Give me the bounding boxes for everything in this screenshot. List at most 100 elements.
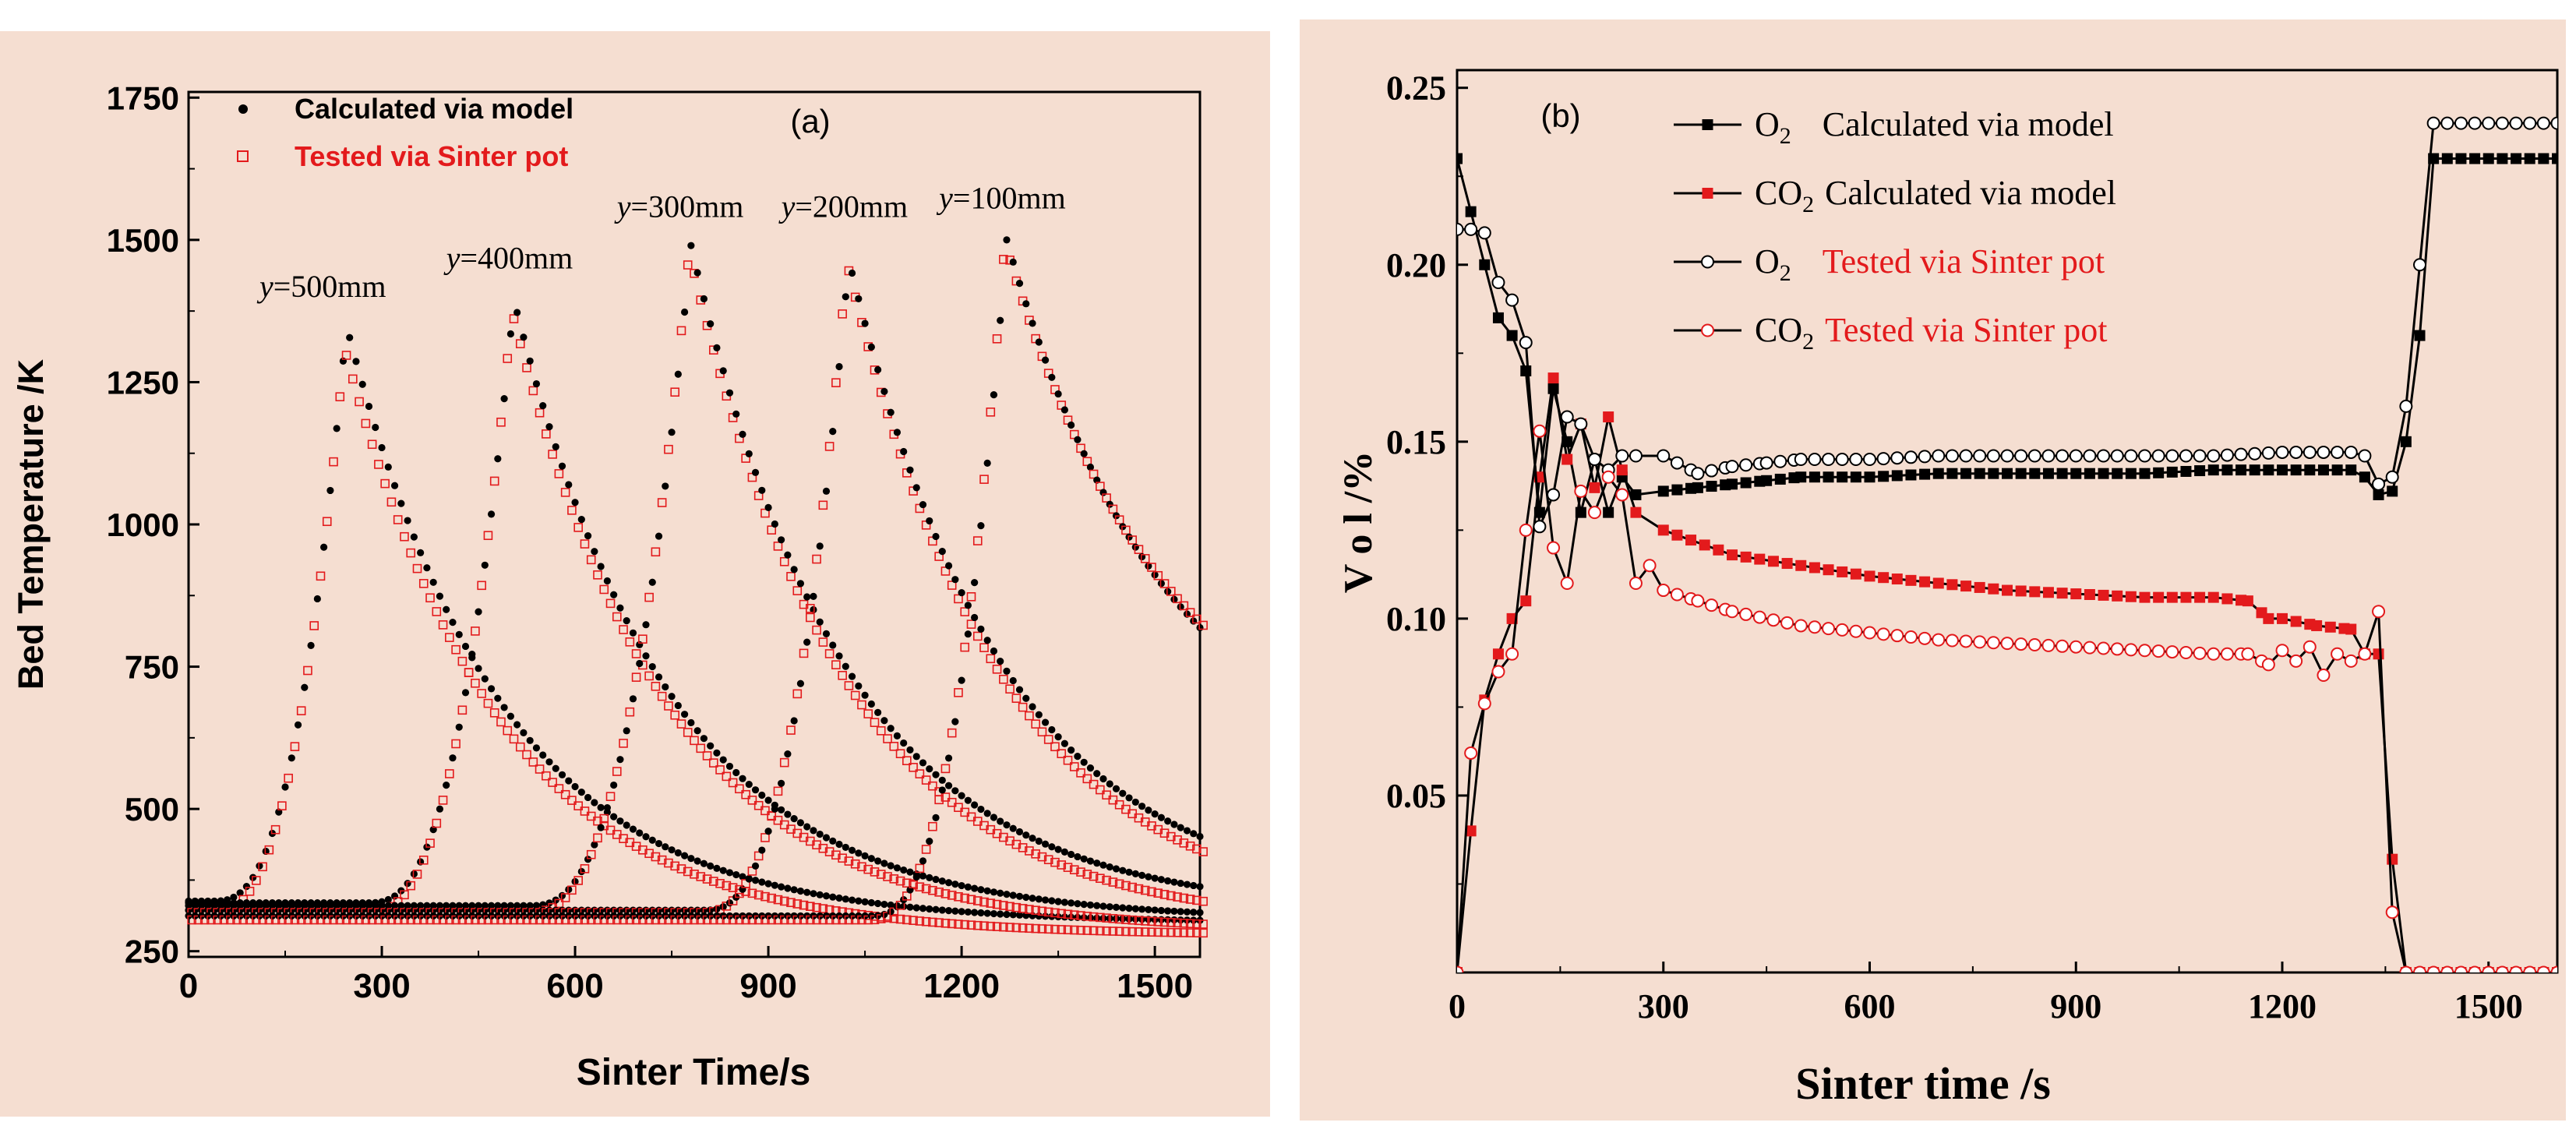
tested-point: [1050, 924, 1060, 934]
model-point: [803, 593, 811, 601]
tested-point: [1102, 926, 1111, 936]
legend-row: CO2 Tested via Sinter pot: [1674, 311, 2107, 355]
model-point: [739, 430, 746, 438]
y-tick-label-b: 0.10: [1386, 600, 1446, 638]
model-point: [867, 343, 875, 351]
marker-square-red: [2153, 591, 2165, 603]
marker-circle: [1574, 417, 1588, 431]
model-point: [1106, 863, 1113, 871]
legend-subscript: 2: [1780, 123, 1791, 149]
model-point: [1190, 909, 1198, 916]
marker-circle: [2220, 448, 2234, 462]
model-point: [1041, 896, 1050, 904]
model-point: [784, 750, 792, 758]
model-point: [545, 422, 553, 431]
tested-point: [779, 757, 789, 768]
model-point: [1183, 881, 1191, 888]
curve-label: y=300mm: [614, 189, 744, 224]
tested-point: [709, 877, 718, 886]
model-point: [436, 805, 444, 813]
model-point: [443, 605, 450, 613]
model-point: [288, 754, 295, 762]
model-point: [848, 896, 856, 904]
model-point: [1196, 883, 1204, 891]
tested-point: [767, 893, 777, 903]
model-point: [842, 293, 849, 301]
model-point: [997, 817, 1004, 825]
marker-circle-red: [1876, 627, 1890, 641]
curve-label-var: y: [936, 181, 953, 216]
model-point: [958, 676, 965, 684]
tested-point: [670, 861, 679, 871]
model-point: [1093, 902, 1101, 909]
curve-y=500mm: [185, 334, 1208, 938]
tested-point: [631, 649, 641, 658]
model-point: [1145, 562, 1152, 570]
tested-point: [567, 506, 577, 515]
tested-point: [928, 917, 937, 927]
model-point: [951, 907, 959, 915]
model-point: [680, 711, 689, 718]
model-point: [977, 805, 985, 814]
tested-point: [586, 555, 596, 565]
marker-circle: [1759, 456, 1773, 470]
tested-point: [438, 796, 448, 805]
model-point: [784, 884, 792, 892]
tested-point: [947, 581, 957, 590]
tested-point: [625, 707, 635, 717]
tested-point: [676, 864, 686, 874]
tested-point: [960, 893, 970, 903]
tested-point: [947, 919, 957, 929]
model-point: [1157, 580, 1165, 588]
model-point: [481, 675, 489, 683]
tested-point: [844, 681, 854, 690]
marker-square: [1905, 469, 1917, 481]
marker-circle: [2083, 449, 2097, 463]
legend-marker-tested: [237, 150, 249, 162]
tested-point: [838, 309, 847, 319]
model-point: [835, 894, 843, 902]
tested-point: [1185, 608, 1195, 617]
model-point: [1009, 258, 1017, 266]
tested-point: [947, 797, 957, 807]
tested-point: [245, 887, 255, 896]
model-point: [423, 564, 431, 572]
model-point: [719, 866, 727, 874]
tested-point: [644, 592, 654, 602]
marker-square: [2511, 153, 2522, 164]
model-point: [1099, 775, 1107, 783]
marker-square: [2387, 485, 2398, 497]
tested-point: [915, 769, 925, 778]
model-point: [919, 500, 927, 509]
tested-point: [986, 654, 996, 664]
tested-point: [560, 789, 570, 799]
marker-square: [2263, 464, 2274, 476]
model-point: [603, 804, 611, 812]
model-point: [513, 721, 521, 729]
model-point: [1035, 711, 1043, 718]
tested-point: [889, 742, 899, 751]
model-point: [1015, 280, 1024, 288]
model-point: [835, 362, 843, 371]
legend-row: O2 Tested via Sinter pot: [1674, 242, 2105, 286]
model-point: [636, 829, 644, 837]
model-point: [1170, 821, 1178, 828]
tested-point: [1063, 925, 1073, 935]
tested-point: [1031, 849, 1040, 859]
model-point: [926, 874, 933, 881]
model-point: [997, 910, 1004, 918]
tested-point: [792, 899, 803, 909]
tested-point: [683, 728, 693, 737]
tested-point: [560, 488, 570, 497]
marker-square: [2290, 464, 2302, 476]
tested-point: [355, 397, 364, 407]
marker-circle-red: [1560, 576, 1574, 590]
model-point: [1157, 906, 1165, 915]
model-point: [842, 895, 849, 903]
marker-square-red: [2263, 612, 2274, 624]
tested-point: [1147, 927, 1156, 937]
marker-square-red: [1960, 581, 1972, 592]
model-point: [990, 888, 998, 896]
model-point: [990, 909, 998, 918]
model-point: [719, 367, 727, 375]
